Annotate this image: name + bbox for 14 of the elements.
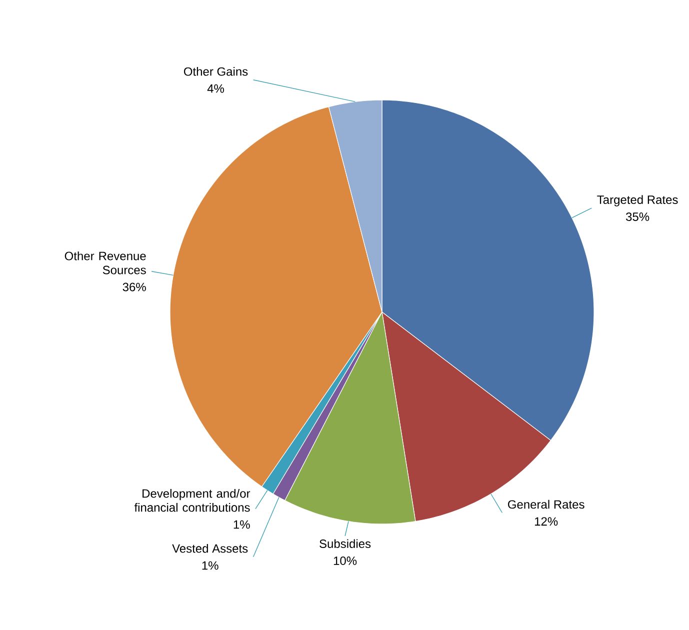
data-label: 10% xyxy=(334,556,357,565)
data-label: 1% xyxy=(202,561,218,570)
slice-label: Development and/or financial contributions xyxy=(134,488,250,512)
slice-label: Other Revenue Sources xyxy=(64,251,146,274)
data-label: 4% xyxy=(207,84,224,93)
slice-label: Other Gains xyxy=(184,67,248,76)
data-label: 36% xyxy=(122,282,146,292)
data-label: 1% xyxy=(234,520,250,529)
data-label: 35% xyxy=(626,212,650,221)
slice-label: Targeted Rates xyxy=(597,195,678,206)
slice-label: Vested Assets xyxy=(172,544,248,553)
data-label: 12% xyxy=(534,517,558,526)
slice-label: Subsidies xyxy=(320,539,371,548)
slice-label: General Rates xyxy=(508,500,584,509)
